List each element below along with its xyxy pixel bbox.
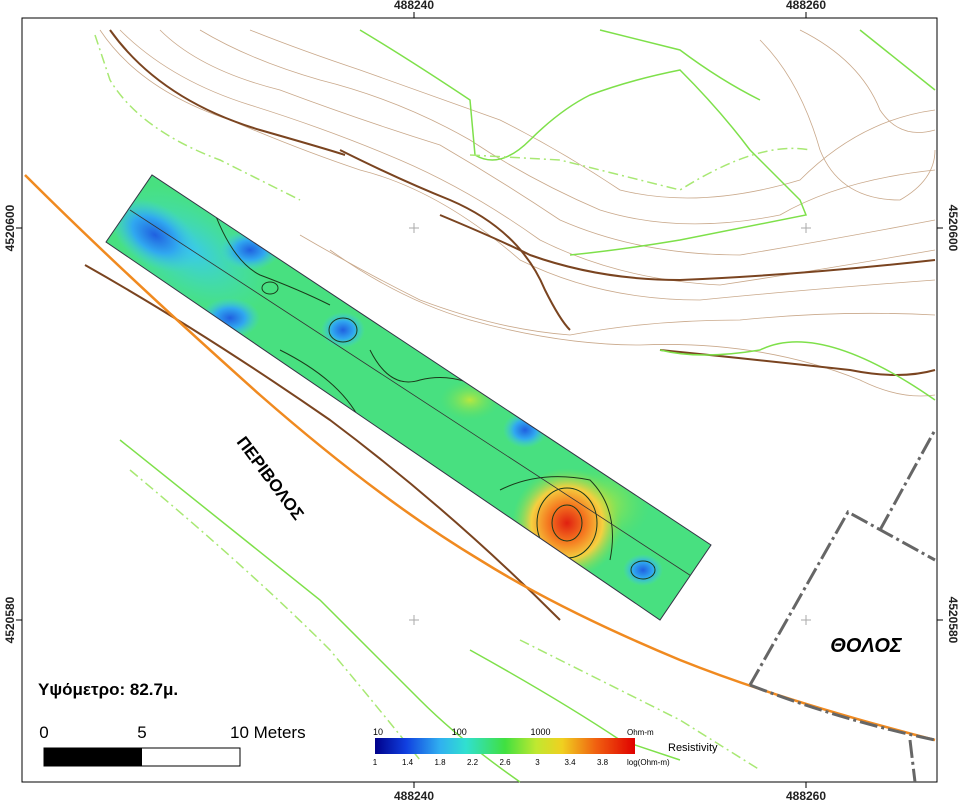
legend-tick-label: 10	[373, 727, 383, 737]
legend-tick-label: 1	[373, 758, 378, 767]
x-coord-label: 488240	[394, 0, 434, 12]
contours	[84, 29, 936, 621]
frame-ticks	[16, 12, 943, 788]
legend-tick-label: 2.2	[467, 758, 479, 767]
legend-unit: log(Ohm-m)	[627, 758, 670, 767]
elevation-label: Υψόμετρο: 82.7μ.	[38, 680, 178, 699]
section-outline	[105, 174, 712, 621]
scale-bar: 0 5 10 Meters	[39, 723, 306, 767]
legend-tick-label: 2.6	[499, 758, 511, 767]
legend-tick-label: 3.8	[597, 758, 609, 767]
y-coord-label: 4520580	[946, 597, 960, 644]
legend-tick-label: 100	[452, 727, 467, 737]
legend-tick-label: 1.4	[402, 758, 414, 767]
x-coord-label: 488260	[786, 0, 826, 12]
vegetation-lines	[94, 29, 936, 783]
scale-label: 5	[137, 723, 146, 742]
x-coord-label: 488260	[786, 789, 826, 803]
y-coord-label: 4520600	[3, 204, 17, 251]
y-coord-label: 4520580	[3, 596, 17, 643]
place-label: ΘΟΛΟΣ	[830, 635, 903, 657]
legend-tick-label: 3	[535, 758, 540, 767]
legend-tick-label: 1.8	[434, 758, 446, 767]
scale-bar-segment	[44, 748, 142, 766]
legend-tick-label: 3.4	[564, 758, 576, 767]
scale-label: 10 Meters	[230, 723, 306, 742]
y-coord-label: 4520600	[946, 205, 960, 252]
legend-title: Resistivity	[668, 742, 718, 754]
tholos-walls	[748, 429, 937, 783]
legend-tick-label: 1000	[530, 727, 550, 737]
legend-unit: Ohm-m	[627, 728, 654, 737]
color-bar	[375, 738, 635, 754]
grid-crosses	[409, 223, 811, 625]
scale-label: 0	[39, 723, 48, 742]
x-coord-label: 488240	[394, 789, 434, 803]
color-legend: Ohm-m log(Ohm-m) Resistivity 1 1.4 1.8 2.2 2…	[373, 727, 718, 767]
